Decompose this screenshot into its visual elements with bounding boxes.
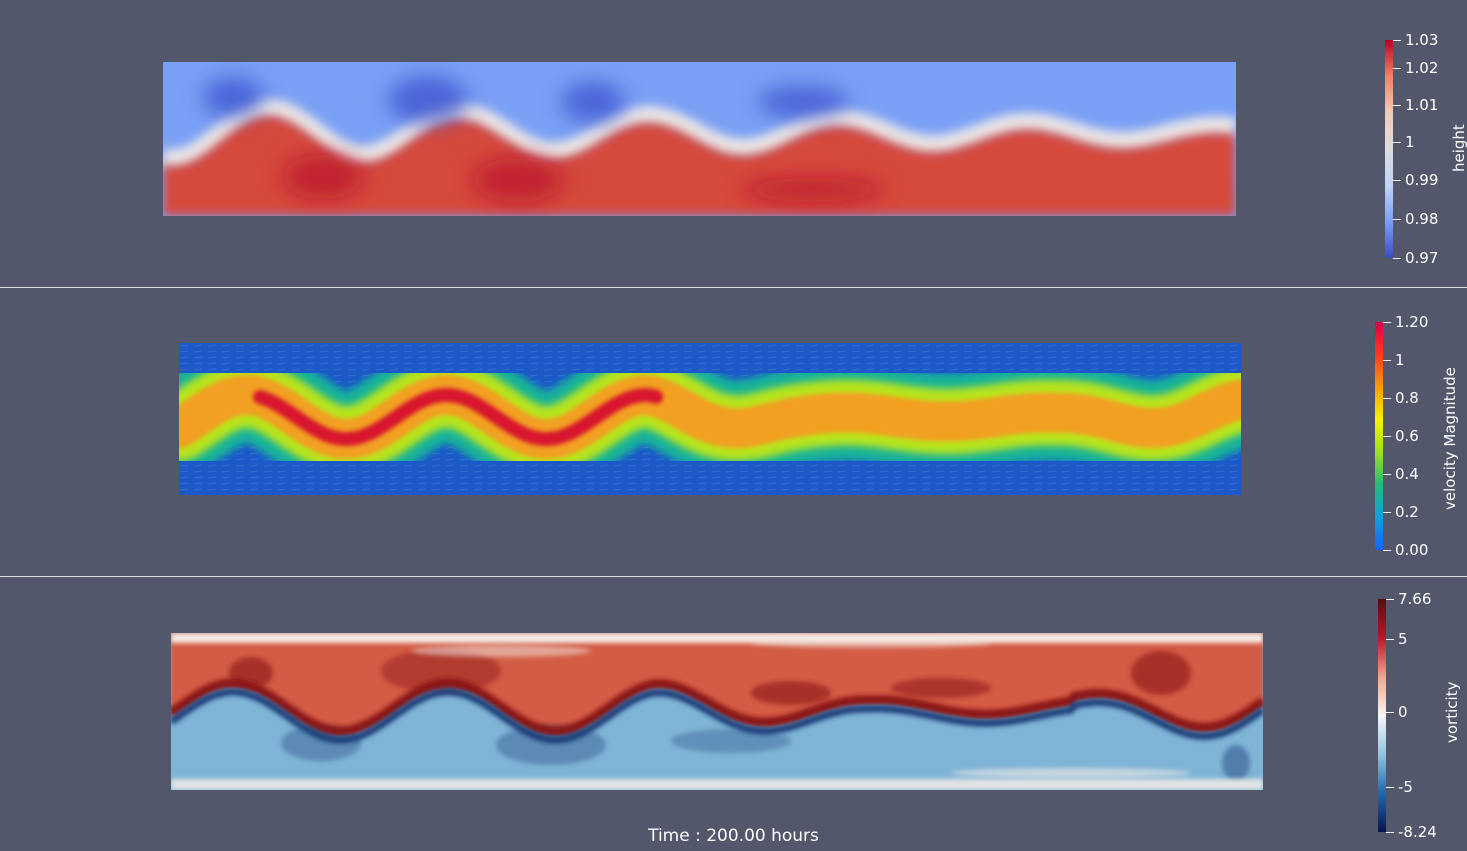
vorticity-shear-negative xyxy=(171,688,1263,744)
height-low-blob xyxy=(561,82,625,122)
vorticity-colorbar-gradient xyxy=(1378,599,1386,832)
viewport-divider-2[interactable] xyxy=(0,576,1467,577)
height-high-blob xyxy=(283,155,363,199)
colorbar-tick-mark xyxy=(1383,511,1391,513)
colorbar-tick-mark xyxy=(1383,474,1391,476)
vorticity-field xyxy=(171,633,1263,790)
vorticity-shear-positive xyxy=(171,678,1263,736)
colorbar-tick-label: 1 xyxy=(1395,351,1405,370)
colorbar-tick-mark xyxy=(1386,786,1394,788)
colorbar-tick-mark xyxy=(1393,68,1401,70)
vorticity-colorbar-title: vorticity xyxy=(1443,681,1461,743)
vorticity-eddy xyxy=(411,645,591,657)
vorticity-eddy xyxy=(1131,651,1191,695)
height-colorbar: 1.03 1.02 1.01 1 0.99 0.98 0.97 xyxy=(1385,31,1438,267)
colorbar-tick-mark xyxy=(1386,599,1394,600)
vorticity-eddy xyxy=(1222,745,1250,781)
colorbar-tick-label: 5 xyxy=(1398,629,1408,648)
vorticity-eddy xyxy=(891,678,991,698)
height-field-render xyxy=(163,62,1236,216)
colorbar-tick-mark xyxy=(1393,218,1401,220)
colorbar-tick-label: 0.99 xyxy=(1405,170,1439,189)
height-lower-region xyxy=(163,116,1236,216)
vorticity-eddy xyxy=(671,729,791,753)
height-transition-band xyxy=(163,99,1236,171)
colorbar-tick-label: 0.4 xyxy=(1395,465,1419,484)
colorbar-tick-label: 1.02 xyxy=(1405,59,1439,78)
colorbar-tick-mark xyxy=(1383,436,1391,437)
colorbar-tick-mark xyxy=(1393,142,1401,144)
velocity-colorbar-gradient xyxy=(1375,322,1383,550)
colorbar-tick-label: 0 xyxy=(1398,703,1408,721)
height-low-blob xyxy=(203,77,263,117)
height-viewport[interactable]: 1.03 1.02 1.01 1 0.99 0.98 0.97 height xyxy=(0,0,1467,287)
colorbar-tick-mark xyxy=(1393,105,1401,107)
time-annotation: Time : 200.00 hours xyxy=(648,826,819,846)
velocity-viewport[interactable]: 1.20 1 0.8 0.6 0.4 0.2 0.00 velocity Magnitude xyxy=(0,288,1467,576)
vorticity-viewport[interactable]: 7.66 5 0 -5 -8.24 vorticity xyxy=(0,577,1467,851)
velocity-colorbar-title: velocity Magnitude xyxy=(1441,367,1459,510)
height-high-blob xyxy=(473,158,563,202)
velocity-field xyxy=(179,343,1241,495)
colorbar-tick-mark xyxy=(1383,397,1391,399)
colorbar-tick-label: -5 xyxy=(1398,777,1413,796)
colorbar-tick-mark xyxy=(1386,712,1394,713)
viewport-divider-1[interactable] xyxy=(0,287,1467,288)
colorbar-tick-label: 7.66 xyxy=(1398,590,1432,608)
colorbar-tick-label: 0.6 xyxy=(1395,427,1419,445)
colorbar-tick-label: 0.97 xyxy=(1405,249,1439,267)
colorbar-tick-label: 0.00 xyxy=(1395,541,1429,559)
colorbar-tick-label: 0.98 xyxy=(1405,209,1439,228)
colorbar-tick-mark xyxy=(1393,179,1401,181)
height-extrema xyxy=(203,76,883,202)
colorbar-tick-label: 1.01 xyxy=(1405,96,1439,115)
colorbar-tick-label: 1.03 xyxy=(1405,31,1439,49)
height-high-blob xyxy=(743,178,883,202)
vorticity-bottom-boundary xyxy=(171,779,1263,790)
colorbar-tick-mark xyxy=(1383,550,1391,551)
colorbar-tick-label: 0.8 xyxy=(1395,388,1419,407)
height-field xyxy=(163,62,1236,216)
colorbar-tick-mark xyxy=(1393,258,1401,259)
height-colorbar-title: height xyxy=(1450,124,1467,172)
height-colorbar-gradient xyxy=(1385,40,1393,258)
vorticity-colorbar: 7.66 5 0 -5 -8.24 xyxy=(1378,590,1437,841)
velocity-jet-peak xyxy=(253,387,663,447)
colorbar-tick-label: -8.24 xyxy=(1398,823,1437,841)
colorbar-tick-mark xyxy=(1393,40,1401,41)
vorticity-field-render xyxy=(171,633,1263,790)
vorticity-eddy xyxy=(951,768,1191,778)
vorticity-top-boundary xyxy=(171,633,1263,643)
vorticity-eddy xyxy=(751,681,831,705)
colorbar-tick-label: 0.2 xyxy=(1395,502,1419,521)
colorbar-tick-mark xyxy=(1386,638,1394,640)
colorbar-tick-label: 1.20 xyxy=(1395,313,1429,331)
velocity-field-render xyxy=(179,343,1241,495)
colorbar-tick-mark xyxy=(1383,322,1391,323)
velocity-colorbar: 1.20 1 0.8 0.6 0.4 0.2 0.00 xyxy=(1375,313,1428,559)
colorbar-tick-mark xyxy=(1383,360,1391,362)
colorbar-tick-mark xyxy=(1386,832,1394,833)
height-low-blob xyxy=(758,86,848,118)
colorbar-tick-label: 1 xyxy=(1405,133,1415,152)
height-low-blob xyxy=(388,76,468,124)
vorticity-eddy xyxy=(381,649,501,693)
